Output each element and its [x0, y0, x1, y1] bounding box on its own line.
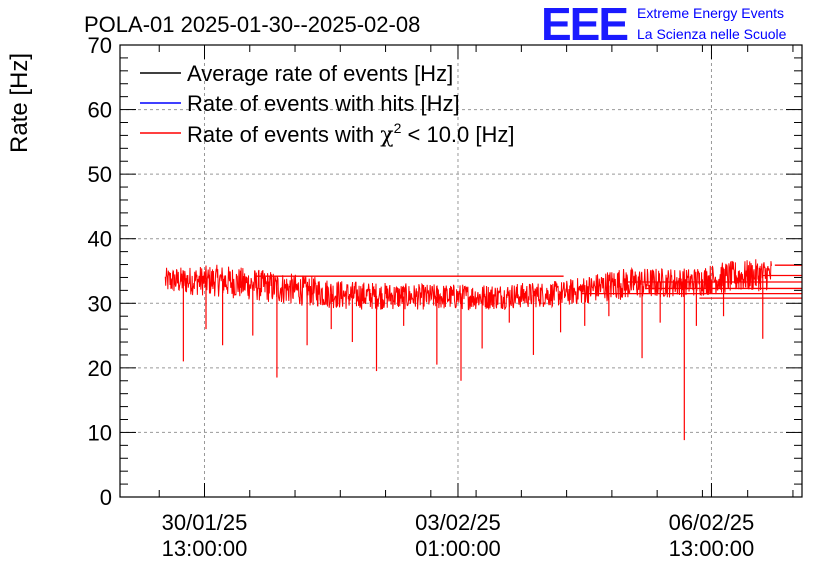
- y-tick-label: 70: [88, 33, 112, 58]
- legend-label-chi2-sup: 2: [394, 120, 402, 136]
- y-tick-label: 60: [88, 98, 112, 123]
- x-tick-labels: 30/01/2513:00:0003/02/2501:00:0006/02/25…: [162, 510, 755, 561]
- org-name-line2: La Scienza nelle Scuole: [637, 26, 787, 42]
- x-tick-label-time: 13:00:00: [162, 536, 248, 561]
- y-tick-label: 0: [100, 485, 112, 510]
- x-tick-label-date: 30/01/25: [162, 510, 248, 535]
- x-tick-label-time: 01:00:00: [415, 536, 501, 561]
- org-name-line1: Extreme Energy Events: [637, 5, 784, 21]
- y-tick-label: 20: [88, 356, 112, 381]
- legend-label-average: Average rate of events [Hz]: [187, 61, 453, 86]
- legend-label-chi2: Rate of events with χ2 < 10.0 [Hz]: [187, 120, 515, 148]
- x-tick-label-date: 03/02/25: [415, 510, 501, 535]
- y-tick-label: 10: [88, 420, 112, 445]
- y-tick-label: 50: [88, 162, 112, 187]
- x-tick-label-time: 13:00:00: [669, 536, 755, 561]
- legend-label-chi2-symbol: χ: [380, 123, 393, 148]
- y-tick-labels: 0 10 20 30 40 50 60 70: [88, 33, 112, 510]
- axes: [119, 44, 803, 498]
- x-tick-label-date: 06/02/25: [669, 510, 755, 535]
- plot-frame: [119, 44, 803, 498]
- y-axis-title: Rate [Hz]: [6, 53, 33, 153]
- y-tick-label: 40: [88, 227, 112, 252]
- data-series: [164, 259, 802, 441]
- eee-logo: EEE: [541, 0, 627, 50]
- y-tick-label: 30: [88, 291, 112, 316]
- legend-label-chi2-main: Rate of events with: [187, 122, 374, 147]
- chart-title: POLA-01 2025-01-30--2025-02-08: [84, 12, 420, 37]
- series-chi2-line: [164, 259, 773, 311]
- legend-label-hits: Rate of events with hits [Hz]: [187, 91, 460, 116]
- legend-label-chi2-tail: < 10.0 [Hz]: [408, 122, 515, 147]
- legend: Average rate of events [Hz] Rate of even…: [140, 61, 515, 148]
